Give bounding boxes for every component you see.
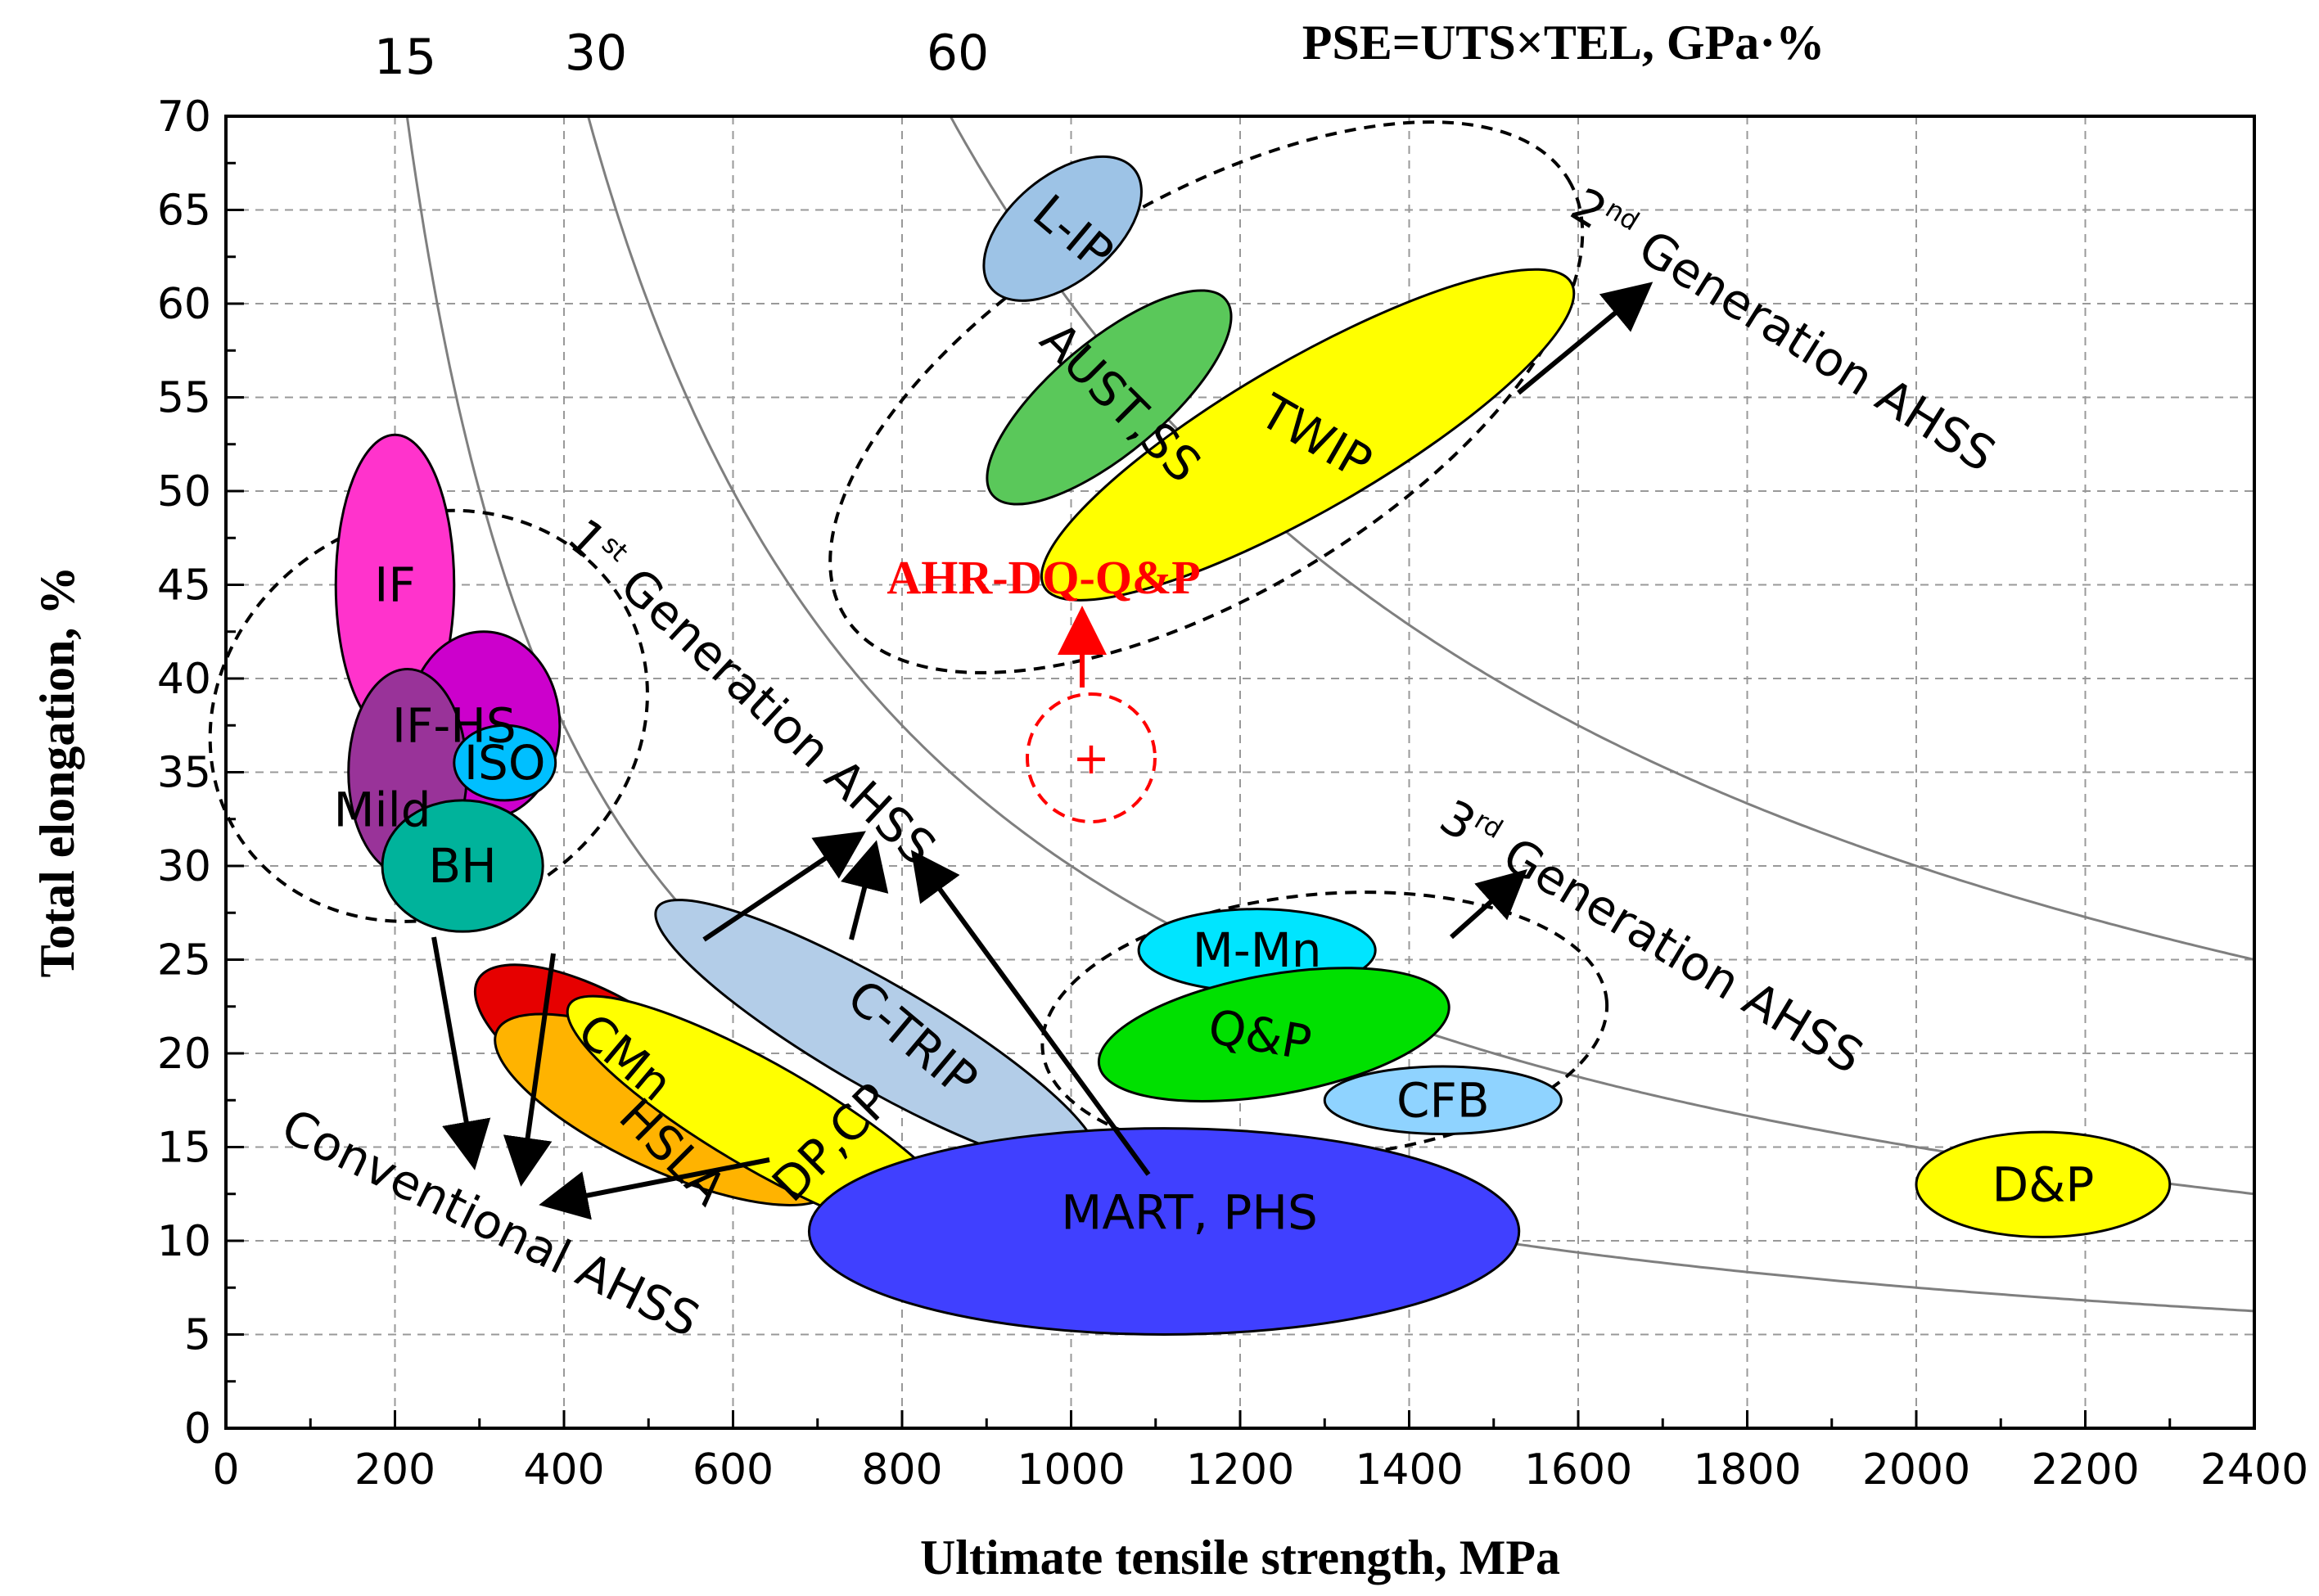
x-tick-label: 600 (693, 1445, 774, 1495)
region-label: MART, PHS (1061, 1185, 1318, 1241)
x-tick-label: 1000 (1017, 1445, 1125, 1495)
y-tick-label: 40 (157, 655, 211, 704)
x-tick-label: 1200 (1186, 1445, 1294, 1495)
x-tick-label: 0 (212, 1445, 239, 1495)
region-label: IF-HS (392, 697, 517, 753)
y-tick-label: 15 (157, 1124, 211, 1173)
y-tick-label: 0 (184, 1404, 211, 1454)
region-label: BH (428, 838, 496, 894)
gen2-group-outline (828, 120, 1585, 674)
region-d-p (1915, 1130, 2172, 1238)
arrow-gen1-2 (841, 840, 889, 940)
region-q-p (1097, 967, 1451, 1102)
steel-regions (334, 155, 2172, 1337)
x-tick-label: 400 (523, 1445, 604, 1495)
x-tick-label: 1400 (1355, 1445, 1463, 1495)
arrow-conventional-3 (539, 1157, 770, 1220)
region-bh (381, 799, 544, 933)
region-aust-ss (986, 289, 1233, 506)
gen3-text: Generation AHSS (1494, 827, 1873, 1084)
x-tick-label: 2000 (1862, 1445, 1970, 1495)
arrow-gen1-1 (702, 831, 866, 942)
axes: 0 200 400 600 800 1000 1200 1400 1600 1800 2000 220… (157, 92, 2308, 1495)
x-tick-label: 200 (354, 1445, 435, 1495)
y-tick-label: 5 (184, 1311, 211, 1360)
region-label: M-Mn (1193, 922, 1322, 978)
target-label: AHR-DQ-Q&P (887, 551, 1200, 604)
pse-curve-label-60: 60 (927, 25, 989, 82)
region-l-ip (982, 155, 1143, 302)
y-tick-label: 30 (157, 842, 211, 891)
y-tick-label: 60 (157, 280, 211, 329)
x-tick-label: 2200 (2031, 1445, 2139, 1495)
x-tick-label: 1600 (1524, 1445, 1632, 1495)
y-tick-label: 55 (157, 374, 211, 423)
x-tick-label: 800 (861, 1445, 942, 1495)
region-label: ISO (464, 735, 546, 791)
gen2-label: 2ndGeneration AHSS (1562, 177, 2005, 483)
region-label: Mild (333, 782, 431, 837)
region-label: D&P (1992, 1156, 2094, 1212)
target-marker: + AHR-DQ-Q&P (887, 551, 1201, 823)
region-mart-phs (807, 1127, 1521, 1337)
y-tick-label: 35 (157, 749, 211, 798)
y-tick-label: 20 (157, 1030, 211, 1079)
y-tick-label: 70 (157, 92, 211, 142)
arrow-gen1-3 (910, 850, 1151, 1176)
pse-curve-label-15: 15 (374, 29, 436, 86)
pse-curve-label-30: 30 (565, 25, 627, 82)
target-circle (1026, 692, 1157, 823)
region-cfb (1323, 1065, 1563, 1135)
gen2-text: Generation AHSS (1629, 219, 2005, 483)
y-tick-label: 50 (157, 467, 211, 516)
target-plus-icon: + (1072, 733, 1109, 784)
x-tick-label: 1800 (1693, 1445, 1801, 1495)
y-axis-title: Total elongation, % (30, 566, 84, 978)
y-tick-label: 65 (157, 187, 211, 236)
region-twip (1040, 268, 1576, 602)
arrow-conventional-1 (431, 936, 491, 1170)
arrow-gen2 (1517, 282, 1654, 395)
x-axis-title: Ultimate tensile strength, MPa (920, 1531, 1560, 1585)
gen3-label: 3rdGeneration AHSS (1431, 789, 1873, 1085)
region-label: CFB (1396, 1072, 1490, 1128)
region-label: IF (374, 557, 415, 613)
region-iso (453, 724, 557, 802)
y-tick-label: 10 (157, 1217, 211, 1266)
y-tick-label: 25 (157, 936, 211, 985)
arrow-conventional-2 (503, 953, 556, 1187)
annotation-arrows (431, 282, 1654, 1220)
arrow-gen3 (1450, 869, 1527, 940)
y-tick-label: 45 (157, 561, 211, 611)
chart-title: PSE=UTS×TEL, GPa·% (1302, 16, 1825, 70)
gen1-text: Generation AHSS (610, 557, 946, 877)
x-tick-label: 2400 (2200, 1445, 2308, 1495)
